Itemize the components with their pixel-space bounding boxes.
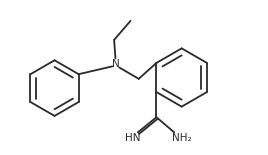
Text: N: N [111,59,119,69]
Text: NH₂: NH₂ [172,133,191,143]
Text: HN: HN [125,133,140,143]
